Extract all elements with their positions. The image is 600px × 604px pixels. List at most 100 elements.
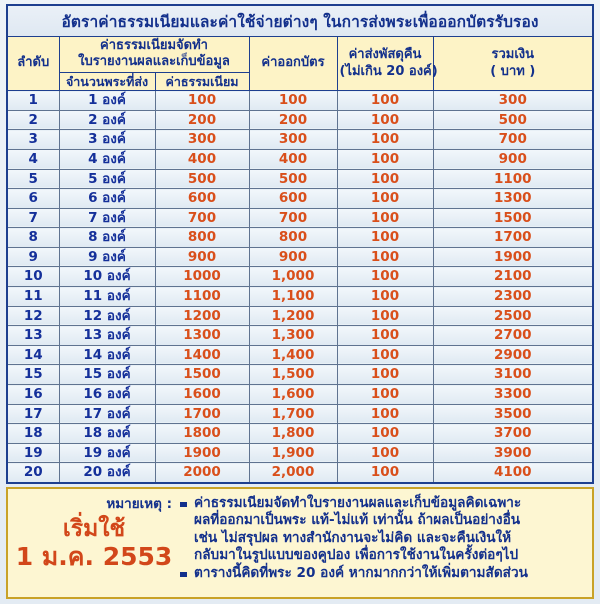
cell-quantity: 13 องค์ bbox=[58, 325, 156, 346]
cell-total: 2500 bbox=[432, 305, 594, 327]
start-use-label: เริ่มใช้ bbox=[62, 516, 126, 542]
cell-shipping-fee: 100 bbox=[336, 305, 434, 327]
cell-quantity: 1 องค์ bbox=[58, 90, 156, 111]
table-row: 10 10 องค์ 1000 1,000 100 2100 bbox=[6, 266, 594, 288]
cell-quantity: 14 องค์ bbox=[58, 344, 156, 366]
table-header: ลำดับ ค่าธรรมเนียมจัดทำ ใบรายงานผลและเก็… bbox=[6, 35, 594, 92]
cell-quantity: 16 องค์ bbox=[58, 384, 156, 405]
footer-notes-list: ค่าธรรมเนียมจัดทำใบรายงานผลและเก็บข้อมูล… bbox=[180, 489, 592, 597]
cell-total: 700 bbox=[432, 129, 594, 150]
cell-card-fee: 800 bbox=[248, 227, 338, 248]
cell-quantity: 10 องค์ bbox=[58, 266, 156, 288]
table-header-row-sub: จำนวนพระที่ส่ง ค่าธรรมเนียม bbox=[7, 71, 593, 92]
cell-total: 2300 bbox=[432, 286, 594, 307]
header-index: ลำดับ bbox=[6, 35, 60, 92]
cell-shipping-fee: 100 bbox=[336, 90, 434, 111]
cell-card-fee: 1,900 bbox=[248, 442, 338, 464]
page-title: อัตราค่าธรรมเนียมและค่าใช้จ่ายต่างๆ ในกา… bbox=[61, 12, 539, 31]
cell-card-fee: 1,600 bbox=[248, 384, 338, 405]
cell-index: 16 bbox=[6, 384, 60, 405]
cell-index: 15 bbox=[6, 364, 60, 386]
cell-fee: 200 bbox=[154, 109, 250, 131]
cell-shipping-fee: 100 bbox=[336, 129, 434, 150]
header-total-line2: ( บาท ) bbox=[490, 63, 536, 79]
cell-index: 6 bbox=[6, 188, 60, 209]
cell-fee: 1300 bbox=[154, 325, 250, 346]
cell-total: 3900 bbox=[432, 442, 594, 464]
header-shipping-fee: ค่าส่งพัสดุคืน (ไม่เกิน 20 องค์) bbox=[336, 35, 438, 92]
cell-fee: 1700 bbox=[154, 403, 250, 425]
cell-shipping-fee: 100 bbox=[336, 246, 434, 268]
cell-index: 11 bbox=[6, 286, 60, 307]
cell-fee: 500 bbox=[154, 168, 250, 190]
cell-card-fee: 200 bbox=[248, 109, 338, 131]
table-row: 14 14 องค์ 1400 1,400 100 2900 bbox=[6, 344, 594, 366]
cell-fee: 1000 bbox=[154, 266, 250, 288]
cell-fee: 1200 bbox=[154, 305, 250, 327]
cell-shipping-fee: 100 bbox=[336, 344, 434, 366]
table-row: 15 15 องค์ 1500 1,500 100 3100 bbox=[6, 364, 594, 386]
note-line: กลับมาในรูปแบบของคูปอง เพื่อการใช้งานในค… bbox=[194, 547, 519, 564]
header-fee-group-line2: ใบรายงานผลและเก็บข้อมูล bbox=[78, 54, 230, 70]
cell-card-fee: 300 bbox=[248, 129, 338, 150]
cell-shipping-fee: 100 bbox=[336, 286, 434, 307]
cell-fee: 1900 bbox=[154, 442, 250, 464]
start-date-value: 1 ม.ค. 2553 bbox=[15, 541, 173, 571]
cell-shipping-fee: 100 bbox=[336, 266, 434, 288]
note-line: ผลที่ออกมาเป็นพระ แท้-ไม่แท้ เท่านั้น ถ้… bbox=[194, 512, 521, 529]
note-line: ตารางนี้คิดที่พระ 20 องค์ หากมากกว่าให้เ… bbox=[180, 565, 588, 582]
cell-index: 13 bbox=[6, 325, 60, 346]
cell-shipping-fee: 100 bbox=[336, 325, 434, 346]
cell-index: 10 bbox=[6, 266, 60, 288]
cell-quantity: 18 องค์ bbox=[58, 423, 156, 444]
note-line: ค่าธรรมเนียมจัดทำใบรายงานผลและเก็บข้อมูล… bbox=[180, 495, 588, 512]
cell-index: 12 bbox=[6, 305, 60, 327]
cell-card-fee: 1,800 bbox=[248, 423, 338, 444]
cell-total: 2100 bbox=[432, 266, 594, 288]
cell-quantity: 17 องค์ bbox=[58, 403, 156, 425]
cell-index: 8 bbox=[6, 227, 60, 248]
table-row: 13 13 องค์ 1300 1,300 100 2700 bbox=[6, 325, 594, 346]
table-header-row-top: ลำดับ ค่าธรรมเนียมจัดทำ ใบรายงานผลและเก็… bbox=[6, 35, 594, 92]
cell-shipping-fee: 100 bbox=[336, 423, 434, 444]
cell-total: 1100 bbox=[432, 168, 594, 190]
cell-shipping-fee: 100 bbox=[336, 384, 434, 405]
cell-card-fee: 1,300 bbox=[248, 325, 338, 346]
cell-fee: 1600 bbox=[154, 384, 250, 405]
cell-total: 3300 bbox=[432, 384, 594, 405]
footer-note-box: หมายเหตุ : เริ่มใช้ 1 ม.ค. 2553 ค่าธรรมเ… bbox=[6, 487, 594, 599]
cell-quantity: 4 องค์ bbox=[58, 148, 156, 170]
table-row: 20 20 องค์ 2000 2,000 100 4100 bbox=[6, 462, 594, 484]
cell-fee: 700 bbox=[154, 207, 250, 229]
cell-card-fee: 400 bbox=[248, 148, 338, 170]
cell-quantity: 7 องค์ bbox=[58, 207, 156, 229]
footer-left-block: หมายเหตุ : เริ่มใช้ 1 ม.ค. 2553 bbox=[8, 489, 180, 597]
header-total: รวมเงิน ( บาท ) bbox=[432, 35, 594, 92]
cell-card-fee: 1,400 bbox=[248, 344, 338, 366]
cell-quantity: 9 องค์ bbox=[58, 246, 156, 268]
cell-shipping-fee: 100 bbox=[336, 188, 434, 209]
cell-quantity: 11 องค์ bbox=[58, 286, 156, 307]
header-quantity: จำนวนพระที่ส่ง bbox=[58, 71, 156, 92]
cell-card-fee: 1,500 bbox=[248, 364, 338, 386]
cell-quantity: 19 องค์ bbox=[58, 442, 156, 464]
cell-total: 900 bbox=[432, 148, 594, 170]
cell-fee: 300 bbox=[154, 129, 250, 150]
cell-total: 1300 bbox=[432, 188, 594, 209]
cell-total: 2700 bbox=[432, 325, 594, 346]
cell-total: 3700 bbox=[432, 423, 594, 444]
header-card-fee: ค่าออกบัตร bbox=[248, 35, 338, 92]
cell-total: 2900 bbox=[432, 344, 594, 366]
cell-index: 1 bbox=[6, 90, 60, 111]
header-total-line1: รวมเงิน bbox=[491, 47, 535, 63]
cell-shipping-fee: 100 bbox=[336, 364, 434, 386]
cell-total: 3500 bbox=[432, 403, 594, 425]
cell-card-fee: 1,100 bbox=[248, 286, 338, 307]
note-label: หมายเหตุ : bbox=[106, 496, 172, 512]
